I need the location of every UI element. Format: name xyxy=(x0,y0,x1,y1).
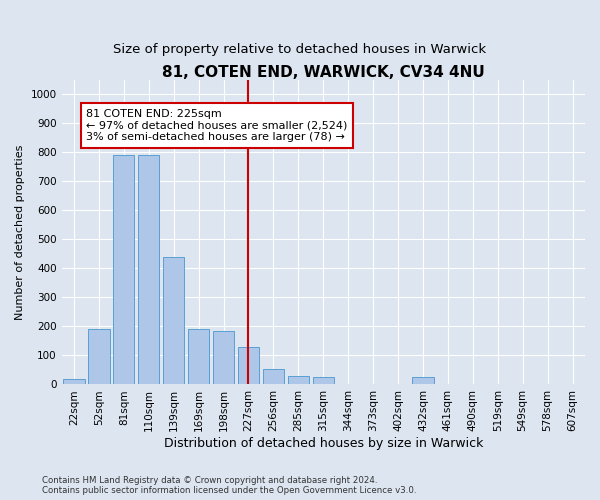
Bar xyxy=(138,156,160,384)
Title: 81, COTEN END, WARWICK, CV34 4NU: 81, COTEN END, WARWICK, CV34 4NU xyxy=(162,65,485,80)
Bar xyxy=(88,330,110,384)
Bar xyxy=(188,330,209,384)
Text: Contains HM Land Registry data © Crown copyright and database right 2024.
Contai: Contains HM Land Registry data © Crown c… xyxy=(42,476,416,495)
X-axis label: Distribution of detached houses by size in Warwick: Distribution of detached houses by size … xyxy=(164,437,483,450)
Bar xyxy=(163,257,184,384)
Bar xyxy=(64,378,85,384)
Y-axis label: Number of detached properties: Number of detached properties xyxy=(15,144,25,320)
Bar xyxy=(412,377,434,384)
Bar xyxy=(113,156,134,384)
Text: 81 COTEN END: 225sqm
← 97% of detached houses are smaller (2,524)
3% of semi-det: 81 COTEN END: 225sqm ← 97% of detached h… xyxy=(86,109,348,142)
Bar xyxy=(313,377,334,384)
Bar xyxy=(288,376,309,384)
Text: Size of property relative to detached houses in Warwick: Size of property relative to detached ho… xyxy=(113,42,487,56)
Bar xyxy=(263,368,284,384)
Bar xyxy=(213,331,234,384)
Bar xyxy=(238,347,259,385)
